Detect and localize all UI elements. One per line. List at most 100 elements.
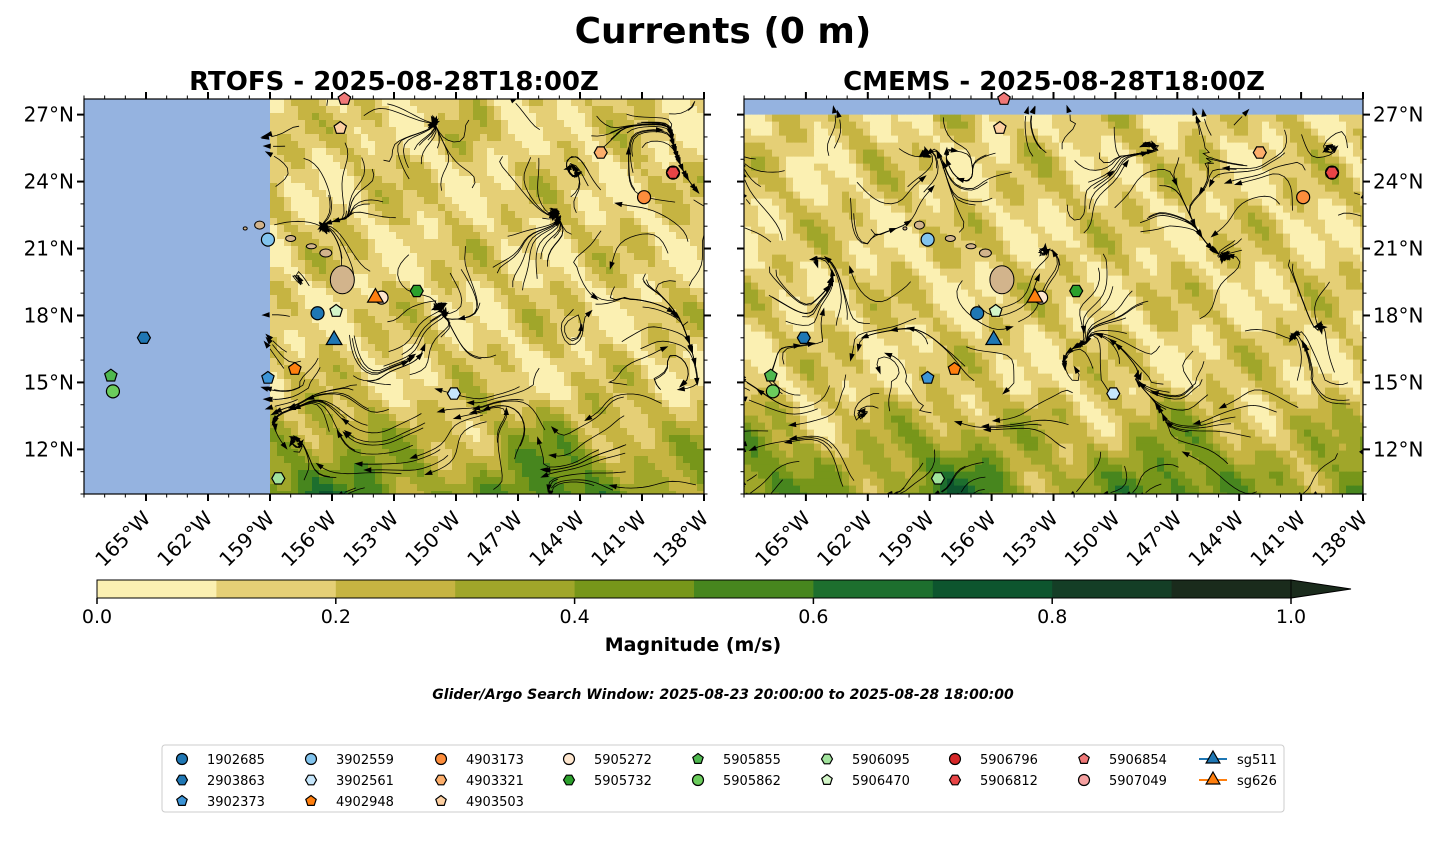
magnitude-cell: [466, 113, 474, 121]
magnitude-cell: [480, 281, 488, 289]
magnitude-cell: [613, 232, 621, 240]
magnitude-cell: [814, 163, 822, 172]
magnitude-cell: [1171, 135, 1179, 144]
magnitude-cell: [793, 128, 801, 137]
magnitude-cell: [389, 225, 397, 233]
magnitude-cell: [585, 491, 593, 494]
magnitude-cell: [452, 204, 460, 212]
magnitude-cell: [389, 204, 397, 212]
magnitude-cell: [508, 281, 516, 289]
magnitude-cell: [284, 302, 292, 310]
lat-tick-label: 21°N: [24, 237, 74, 261]
magnitude-cell: [697, 204, 704, 212]
magnitude-cell: [389, 218, 397, 226]
magnitude-cell: [662, 162, 670, 170]
platform-sg626: [366, 287, 385, 303]
magnitude-cell: [613, 365, 621, 373]
magnitude-cell: [1150, 128, 1158, 137]
magnitude-cell: [452, 309, 460, 317]
magnitude-cell: [354, 491, 362, 494]
magnitude-cell: [599, 239, 607, 247]
magnitude-cell: [508, 148, 516, 156]
magnitude-cell: [676, 477, 684, 485]
magnitude-cell: [961, 163, 969, 172]
magnitude-cell: [431, 274, 439, 282]
magnitude-cell: [445, 218, 453, 226]
magnitude-cell: [431, 260, 439, 268]
magnitude-cell: [522, 323, 530, 331]
magnitude-cell: [1360, 135, 1363, 144]
magnitude-cell: [683, 183, 691, 191]
streamline: [688, 235, 704, 287]
magnitude-cell: [933, 184, 941, 193]
magnitude-cell: [487, 134, 495, 142]
magnitude-cell: [557, 386, 565, 394]
land: [242, 220, 355, 295]
magnitude-cell: [340, 484, 348, 492]
magnitude-cell: [326, 330, 334, 338]
magnitude-cell: [578, 134, 586, 142]
magnitude-cell: [1304, 128, 1312, 137]
magnitude-cell: [382, 141, 390, 149]
magnitude-cell: [424, 120, 432, 128]
magnitude-cell: [375, 330, 383, 338]
magnitude-cell: [284, 211, 292, 219]
magnitude-cell: [494, 225, 502, 233]
magnitude-cell: [550, 323, 558, 331]
magnitude-cell: [452, 99, 460, 107]
magnitude-cell: [669, 393, 677, 401]
magnitude-cell: [1276, 135, 1284, 144]
magnitude-cell: [452, 435, 460, 443]
magnitude-cell: [354, 288, 362, 296]
magnitude-cell: [277, 225, 285, 233]
magnitude-cell: [912, 121, 920, 130]
magnitude-cell: [382, 358, 390, 366]
magnitude-cell: [424, 99, 432, 107]
magnitude-cell: [389, 197, 397, 205]
magnitude-cell: [1276, 163, 1284, 172]
magnitude-cell: [697, 169, 704, 177]
magnitude-cell: [424, 372, 432, 380]
magnitude-cell: [431, 162, 439, 170]
magnitude-cell: [1087, 142, 1095, 151]
streamline: [607, 347, 665, 386]
magnitude-cell: [620, 176, 628, 184]
streamline: [272, 340, 288, 353]
magnitude-cell: [431, 113, 439, 121]
magnitude-cell: [298, 176, 306, 184]
streamline: [363, 107, 438, 125]
magnitude-cell: [375, 379, 383, 387]
magnitude-cell: [284, 309, 292, 317]
magnitude-cell: [564, 183, 572, 191]
magnitude-cell: [319, 281, 327, 289]
magnitude-cell: [606, 421, 614, 429]
magnitude-cell: [354, 484, 362, 492]
magnitude-cell: [870, 163, 878, 172]
magnitude-cell: [655, 379, 663, 387]
magnitude-cell: [347, 113, 355, 121]
magnitude-cell: [1346, 163, 1354, 172]
magnitude-cell: [480, 197, 488, 205]
magnitude-cell: [382, 365, 390, 373]
magnitude-cell: [585, 323, 593, 331]
magnitude-cell: [438, 372, 446, 380]
magnitude-cell: [891, 142, 899, 151]
streamline-arrow: [691, 99, 693, 100]
magnitude-cell: [606, 204, 614, 212]
magnitude-cell: [494, 442, 502, 450]
magnitude-cell: [648, 113, 656, 121]
magnitude-cell: [634, 421, 642, 429]
magnitude-cell: [1164, 128, 1172, 137]
magnitude-cell: [382, 449, 390, 457]
magnitude-cell: [431, 218, 439, 226]
magnitude-cell: [480, 316, 488, 324]
magnitude-cell: [690, 232, 698, 240]
magnitude-cell: [1059, 156, 1067, 165]
magnitude-cell: [648, 358, 656, 366]
magnitude-cell: [697, 379, 704, 387]
magnitude-cell: [1010, 142, 1018, 151]
magnitude-cell: [1220, 121, 1228, 130]
magnitude-cell: [375, 176, 383, 184]
magnitude-cell: [501, 120, 509, 128]
magnitude-cell: [571, 99, 579, 107]
